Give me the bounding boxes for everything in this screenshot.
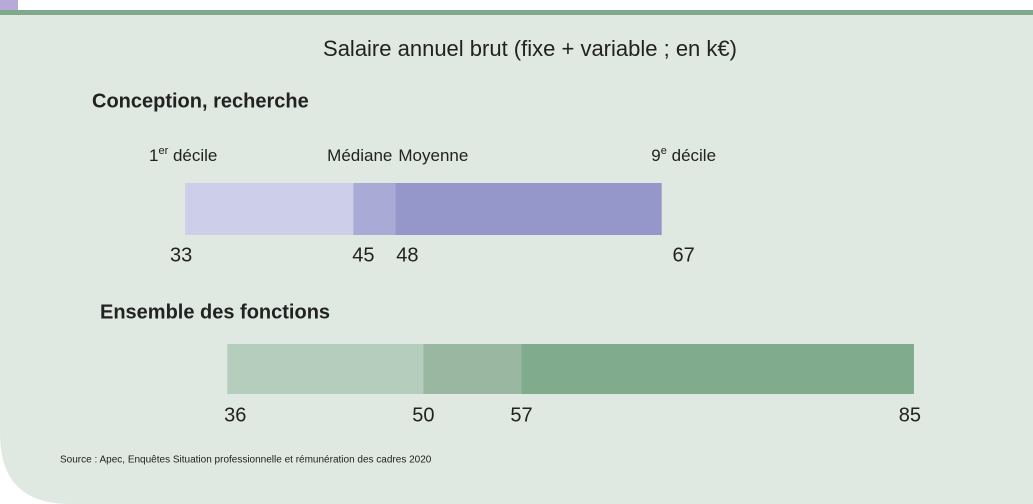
- marker-sup: e: [661, 145, 667, 157]
- bar-segment: [423, 344, 522, 394]
- value-label: 85: [899, 404, 921, 426]
- top-rule: [0, 10, 1033, 15]
- marker-after: décile: [168, 146, 217, 165]
- value-label: 57: [510, 404, 532, 426]
- bar-segment: [395, 183, 662, 235]
- value-label: 45: [352, 244, 374, 266]
- marker-label: Moyenne: [398, 146, 468, 165]
- bar-segment: [353, 183, 396, 235]
- value-label: 67: [673, 244, 695, 266]
- marker-text: 1: [149, 146, 158, 165]
- value-label: 50: [412, 404, 434, 426]
- marker-sup: er: [158, 145, 168, 157]
- bar-segment: [521, 344, 914, 394]
- marker-label: Médiane: [327, 146, 392, 165]
- marker-label: 9e décile: [651, 145, 716, 166]
- group-name: Conception, recherche: [92, 90, 309, 112]
- bar-segment: [185, 183, 354, 235]
- group-name: Ensemble des fonctions: [100, 301, 330, 323]
- chart-title: Salaire annuel brut (fixe + variable ; e…: [323, 36, 737, 61]
- marker-text: Moyenne: [398, 146, 468, 165]
- marker-after: décile: [667, 146, 716, 165]
- value-label: 48: [396, 244, 418, 266]
- marker-text: 9: [651, 146, 660, 165]
- corner-square: [0, 0, 18, 12]
- source: Source : Apec, Enquêtes Situation profes…: [60, 455, 432, 466]
- marker-label: 1er décile: [149, 145, 217, 166]
- value-label: 36: [224, 404, 246, 426]
- value-label: 33: [170, 244, 192, 266]
- panel: [0, 14, 1033, 504]
- marker-text: Médiane: [327, 146, 392, 165]
- bar-segment: [227, 344, 424, 394]
